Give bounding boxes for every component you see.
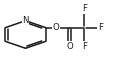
Text: N: N (22, 16, 29, 25)
Text: O: O (52, 23, 59, 32)
Text: F: F (81, 42, 86, 51)
Text: F: F (81, 4, 86, 13)
Text: F: F (97, 23, 102, 32)
Text: O: O (65, 42, 72, 51)
